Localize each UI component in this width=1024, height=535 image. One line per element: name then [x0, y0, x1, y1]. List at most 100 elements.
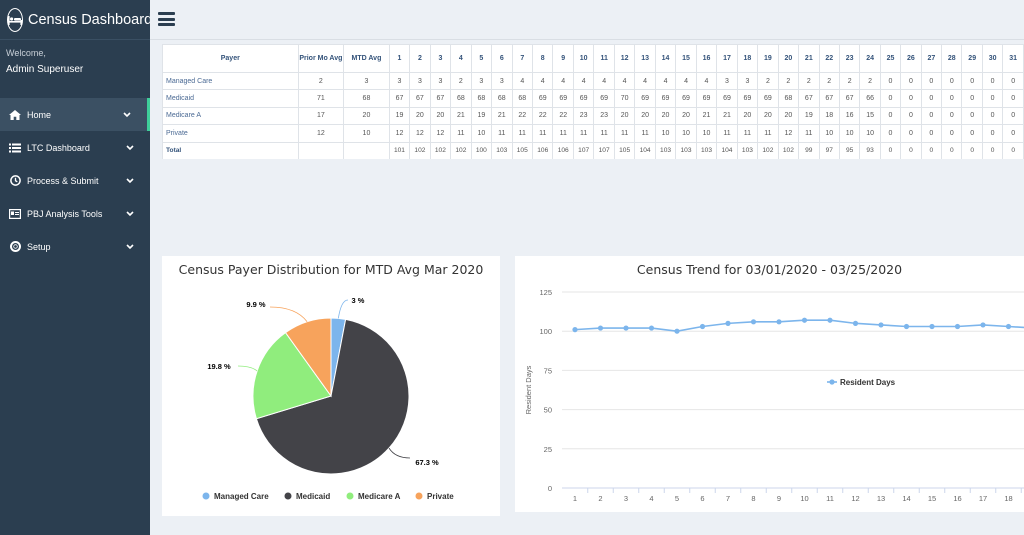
data-point[interactable]	[980, 322, 986, 328]
day-value-cell: 95	[838, 141, 861, 159]
day-value-cell: 69	[552, 89, 574, 108]
data-point[interactable]	[572, 327, 578, 333]
day-value-cell: 67	[388, 89, 411, 108]
day-value-cell: 20	[675, 106, 697, 126]
legend-item-medicare-a[interactable]: Medicare A	[346, 492, 401, 501]
column-header-day: 21	[798, 44, 820, 73]
legend-item-managed-care[interactable]: Managed Care	[202, 492, 270, 501]
legend-item-private[interactable]: Private	[415, 492, 455, 501]
day-value-cell: 93	[859, 141, 881, 159]
pie-slice-medicare-a[interactable]	[252, 331, 332, 420]
day-value-cell: 22	[532, 106, 554, 126]
day-value-cell: 0	[941, 89, 963, 108]
mtd-avg-cell: 20	[343, 106, 390, 126]
table-row: Managed Care 2 3 3 3 3 2 3 3 4 4 4 4 4 4 4 4 4 4 3 3 2 2 2 2 2 2 0 0…	[162, 71, 1024, 91]
sidebar-item-pbj-analysis-tools[interactable]: PBJ Analysis Tools	[0, 197, 150, 230]
pie-connector-line	[237, 365, 258, 372]
data-point[interactable]	[903, 323, 910, 330]
day-value-cell: 0	[900, 106, 922, 126]
day-value-cell: 4	[532, 71, 554, 91]
pie-slice-private[interactable]	[284, 317, 332, 398]
data-point[interactable]	[827, 317, 833, 323]
day-value-cell: 103	[675, 141, 697, 159]
column-header-day: 22	[818, 44, 840, 73]
day-value-cell: 2	[838, 71, 861, 91]
data-point[interactable]	[725, 320, 731, 326]
day-value-cell: 22	[511, 106, 534, 126]
x-tick-label: 13	[877, 494, 885, 503]
column-header-day: 15	[675, 44, 697, 73]
day-value-cell: 100	[470, 141, 493, 159]
day-value-cell: 4	[654, 71, 677, 91]
menu-toggle-icon[interactable]	[158, 12, 175, 26]
mtd-avg-cell: 68	[343, 89, 390, 108]
pie-connector-line	[269, 306, 308, 322]
data-point[interactable]	[776, 319, 782, 325]
legend-item-medicaid[interactable]: Medicaid	[284, 492, 331, 501]
day-value-cell: 67	[429, 89, 452, 108]
data-point[interactable]	[674, 328, 680, 334]
bed-icon	[7, 7, 23, 32]
home-icon	[9, 109, 21, 120]
day-value-cell: 4	[552, 71, 574, 91]
data-point[interactable]	[954, 323, 961, 330]
pie-data-label: 3 %	[352, 296, 365, 305]
data-point[interactable]	[648, 325, 655, 331]
chevron-down-icon	[123, 110, 131, 120]
chevron-down-icon	[126, 242, 134, 252]
data-point[interactable]	[801, 317, 808, 323]
day-value-cell: 2	[450, 71, 472, 91]
id-card-icon	[9, 208, 21, 219]
pie-slice-medicaid[interactable]	[255, 318, 410, 475]
day-value-cell: 10	[859, 124, 881, 143]
legend-marker	[415, 492, 423, 500]
column-header-day: 3	[429, 44, 452, 73]
day-value-cell: 69	[716, 89, 738, 108]
welcome-block: Welcome, Admin Superuser	[0, 40, 150, 75]
column-header-day: 13	[634, 44, 656, 73]
day-value-cell: 0	[920, 106, 943, 126]
sidebar-item-home[interactable]: Home	[0, 98, 150, 131]
x-tick-label: 7	[726, 494, 730, 503]
day-value-cell: 22	[552, 106, 574, 126]
day-value-cell: 0	[879, 106, 902, 126]
day-value-cell: 21	[695, 106, 718, 126]
day-value-cell: 0	[1002, 106, 1024, 126]
brand[interactable]: Census Dashboard	[0, 0, 152, 40]
x-tick-label: 9	[777, 494, 781, 503]
chevron-down-icon	[126, 176, 134, 186]
day-value-cell: 11	[593, 124, 615, 143]
sidebar-item-process-submit[interactable]: Process & Submit	[0, 164, 150, 197]
day-value-cell: 4	[675, 71, 697, 91]
day-value-cell: 102	[757, 141, 779, 159]
day-value-cell: 69	[593, 89, 615, 108]
data-point[interactable]	[852, 320, 859, 326]
column-header-day: 26	[900, 44, 922, 73]
column-header-payer: Payer	[162, 44, 299, 73]
sidebar-item-ltc-dashboard[interactable]: LTC Dashboard	[0, 131, 150, 164]
sidebar-nav: Home LTC Dashboard Process & Submit PBJ …	[0, 98, 150, 263]
payer-cell: Private	[162, 124, 299, 143]
day-value-cell: 0	[981, 106, 1004, 126]
data-point[interactable]	[878, 322, 884, 328]
data-point[interactable]	[750, 319, 757, 325]
column-header-day: 19	[757, 44, 779, 73]
data-point[interactable]	[929, 323, 935, 330]
day-value-cell: 20	[757, 106, 779, 126]
data-point[interactable]	[597, 325, 604, 331]
day-value-cell: 69	[695, 89, 718, 108]
sidebar-item-setup[interactable]: Setup	[0, 230, 150, 263]
day-value-cell: 0	[879, 71, 902, 91]
y-axis-label: Resident Days	[524, 365, 533, 414]
day-value-cell: 102	[450, 141, 472, 159]
data-point[interactable]	[699, 323, 706, 330]
legend-item-resident-days[interactable]: Resident Days	[827, 378, 896, 387]
data-point[interactable]	[1005, 323, 1012, 330]
prior-mo-avg-cell	[297, 141, 345, 159]
data-point[interactable]	[623, 325, 629, 331]
day-value-cell: 19	[798, 106, 820, 126]
day-value-cell: 102	[429, 141, 452, 159]
day-value-cell: 3	[470, 71, 493, 91]
prior-mo-avg-cell: 2	[297, 71, 345, 91]
